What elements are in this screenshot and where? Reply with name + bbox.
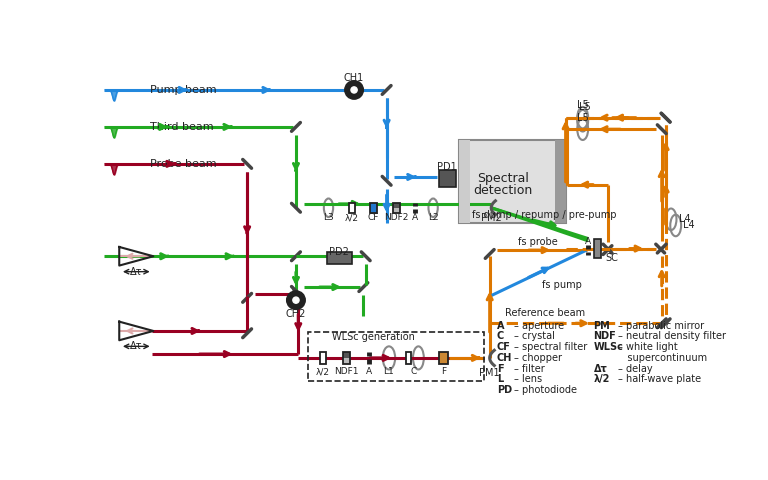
Text: – delay: – delay <box>618 364 653 373</box>
Text: – crystal: – crystal <box>514 331 554 341</box>
Text: C: C <box>411 367 417 376</box>
Text: A: A <box>585 237 591 246</box>
Text: SC: SC <box>605 253 618 263</box>
Text: WLSc: WLSc <box>594 342 624 352</box>
Text: L1: L1 <box>383 367 394 376</box>
Bar <box>393 203 400 208</box>
Text: Probe beam: Probe beam <box>151 159 217 169</box>
Text: Spectral: Spectral <box>477 172 529 185</box>
Text: L4: L4 <box>679 214 690 224</box>
Text: Δτ: Δτ <box>130 267 143 276</box>
Text: fs dump / repump / pre-pump: fs dump / repump / pre-pump <box>472 210 616 220</box>
Text: Pump beam: Pump beam <box>151 85 217 95</box>
Text: F: F <box>497 364 503 373</box>
Bar <box>320 352 326 364</box>
Bar <box>343 352 349 364</box>
Bar <box>393 208 400 213</box>
Text: L4: L4 <box>683 220 694 230</box>
Text: L3: L3 <box>323 213 334 222</box>
Text: PD2: PD2 <box>329 247 349 257</box>
Text: λ/2: λ/2 <box>345 213 359 222</box>
Circle shape <box>351 87 357 93</box>
Text: CF: CF <box>497 342 511 352</box>
Bar <box>458 140 469 223</box>
Text: – photodiode: – photodiode <box>514 385 577 395</box>
Text: Third beam: Third beam <box>151 122 214 132</box>
Text: NDF1: NDF1 <box>334 367 359 376</box>
Circle shape <box>286 291 305 310</box>
Text: detection: detection <box>473 183 532 196</box>
Text: – filter: – filter <box>514 364 545 373</box>
Text: CF: CF <box>368 213 379 222</box>
Bar <box>406 352 411 364</box>
Text: C: C <box>497 331 504 341</box>
Bar <box>439 170 455 187</box>
Bar <box>343 352 349 358</box>
Text: – spectral filter: – spectral filter <box>514 342 587 352</box>
Text: – aperture: – aperture <box>514 321 564 331</box>
Bar <box>554 140 566 223</box>
Text: Δτ: Δτ <box>594 364 607 373</box>
Text: fs pump: fs pump <box>541 280 581 290</box>
Text: A: A <box>412 213 419 222</box>
Circle shape <box>293 297 299 303</box>
Text: L: L <box>497 374 503 384</box>
Text: L5: L5 <box>579 102 591 112</box>
Bar <box>343 358 349 364</box>
Text: λ/2: λ/2 <box>316 367 330 376</box>
Text: λ/2: λ/2 <box>594 374 610 384</box>
Bar <box>393 203 400 213</box>
Text: PM1: PM1 <box>479 368 500 378</box>
Text: – chopper: – chopper <box>514 353 561 363</box>
Text: – white light: – white light <box>618 342 678 352</box>
Bar <box>327 252 352 264</box>
Text: CH: CH <box>497 353 512 363</box>
Text: A: A <box>366 367 372 376</box>
Text: PM: PM <box>594 321 611 331</box>
Text: PD1: PD1 <box>437 162 457 172</box>
Text: – lens: – lens <box>514 374 542 384</box>
Text: – parabolic mirror: – parabolic mirror <box>618 321 704 331</box>
Text: – half-wave plate: – half-wave plate <box>618 374 701 384</box>
Bar <box>439 352 448 364</box>
FancyBboxPatch shape <box>458 140 566 223</box>
Bar <box>370 203 377 213</box>
Text: WLSc generation: WLSc generation <box>333 332 415 342</box>
Text: PM2: PM2 <box>481 213 502 223</box>
Text: – neutral density filter: – neutral density filter <box>618 331 727 341</box>
Text: NDF: NDF <box>594 331 616 341</box>
Text: CH2: CH2 <box>286 309 306 319</box>
Text: Reference beam: Reference beam <box>505 308 585 318</box>
Text: L5: L5 <box>577 113 588 123</box>
Text: Δτ: Δτ <box>130 341 143 351</box>
Text: L2: L2 <box>428 213 439 222</box>
Text: L5: L5 <box>577 100 588 110</box>
Text: F: F <box>441 367 445 376</box>
Text: fs probe: fs probe <box>518 237 558 247</box>
Bar <box>349 203 355 213</box>
Text: supercontinuum: supercontinuum <box>618 353 707 363</box>
Text: A: A <box>497 321 504 331</box>
Text: CH1: CH1 <box>344 73 364 84</box>
Text: PD: PD <box>497 385 511 395</box>
Circle shape <box>345 81 363 99</box>
Bar <box>594 240 601 258</box>
Text: NDF2: NDF2 <box>385 213 409 222</box>
